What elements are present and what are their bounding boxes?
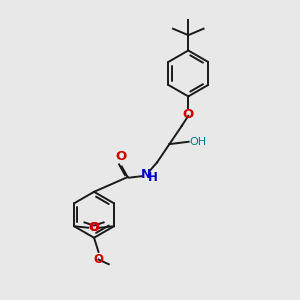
Text: O: O bbox=[116, 150, 127, 163]
Text: N: N bbox=[141, 168, 151, 181]
Text: OH: OH bbox=[190, 137, 207, 147]
Text: H: H bbox=[147, 171, 157, 184]
Text: O: O bbox=[88, 221, 99, 234]
Text: O: O bbox=[89, 221, 100, 234]
Text: O: O bbox=[183, 108, 194, 121]
Text: O: O bbox=[94, 253, 103, 266]
